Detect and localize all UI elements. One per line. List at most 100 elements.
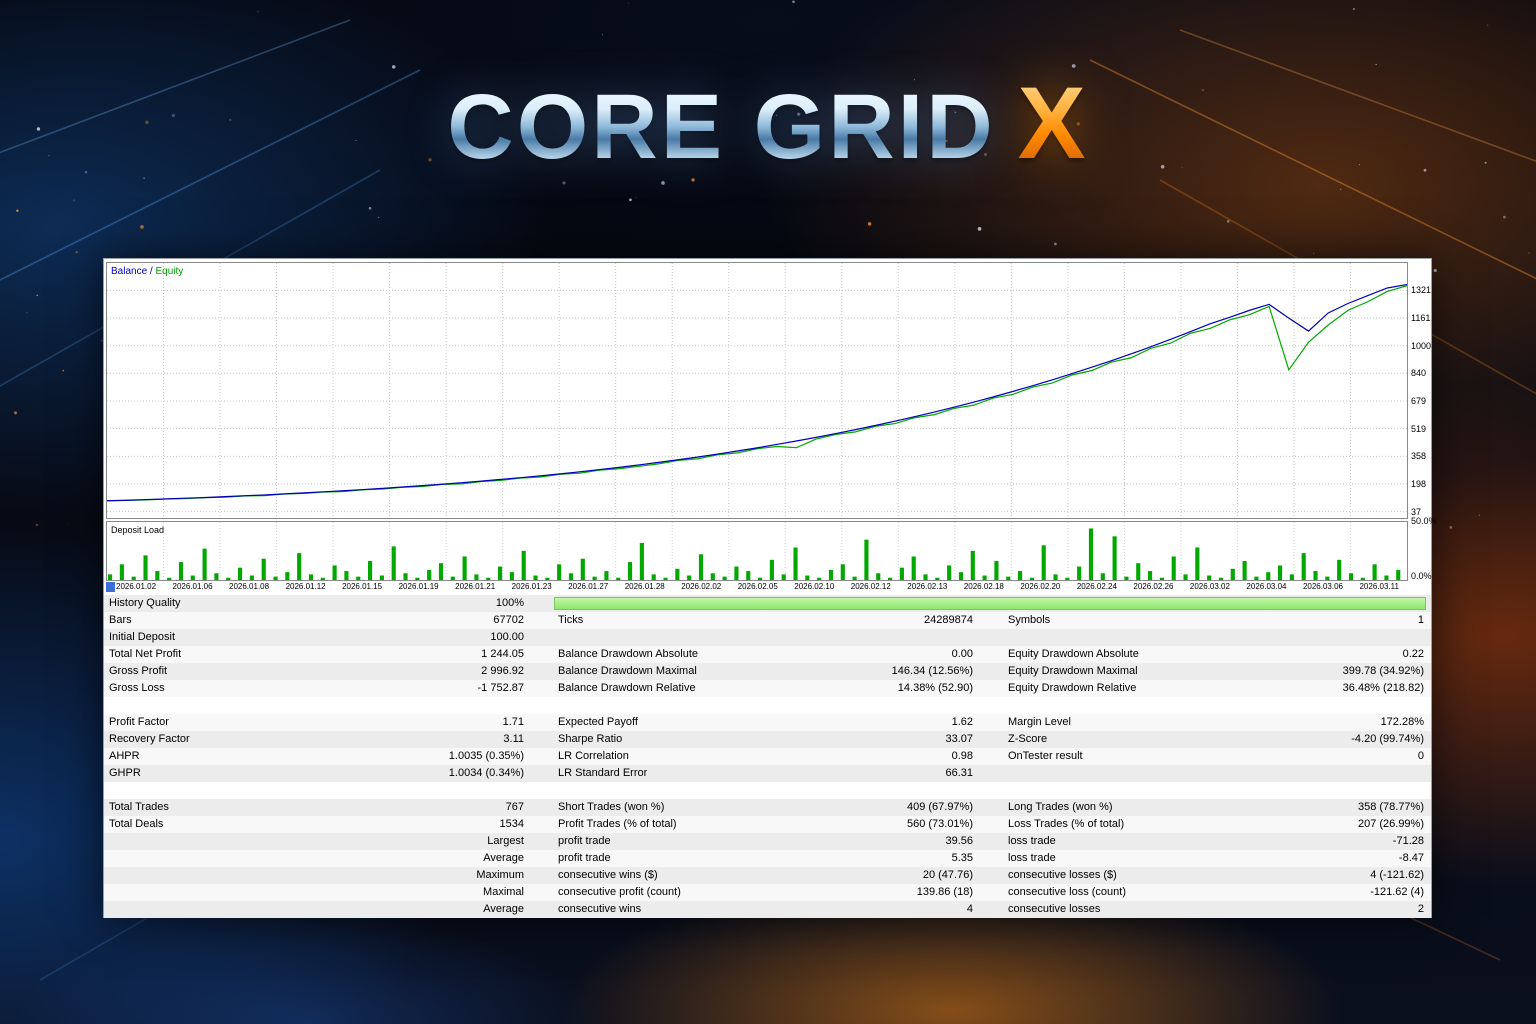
deposit-load-bar bbox=[1313, 571, 1318, 580]
deposit-load-bar bbox=[131, 576, 136, 580]
stat-label: Z-Score bbox=[1008, 733, 1048, 745]
deposit-load-bar bbox=[474, 574, 479, 580]
deposit-load-bar bbox=[580, 558, 585, 580]
stat-value: 399.78 (34.92%) bbox=[1342, 665, 1424, 677]
stat-label: loss trade bbox=[1008, 835, 1056, 847]
deposit-load-bar bbox=[368, 560, 373, 580]
deposit-load-bar bbox=[1088, 528, 1094, 580]
stat-label: Equity Drawdown Maximal bbox=[1008, 665, 1138, 677]
x-axis-tick: 2026.03.02 bbox=[1189, 582, 1230, 591]
deposit-load-bar bbox=[155, 571, 160, 580]
table-row: GHPR 1.0034 (0.34%) LR Standard Error 66.31 bbox=[104, 765, 1431, 782]
title-core-grid: CORE GRID bbox=[447, 76, 996, 178]
stat-value: 100.00 bbox=[490, 631, 524, 643]
y-axis-tick: 1161 bbox=[1411, 312, 1431, 323]
stat-label: LR Correlation bbox=[558, 750, 629, 762]
deposit-load-bar bbox=[828, 569, 834, 580]
stat-label: Expected Payoff bbox=[558, 716, 638, 728]
table-row: Gross Profit 2 996.92 Balance Drawdown Max… bbox=[104, 663, 1431, 680]
deposit-load-bar bbox=[226, 577, 231, 580]
legend-balance: Balance bbox=[111, 266, 148, 277]
deposit-load-bar bbox=[403, 573, 408, 580]
deposit-load-bar bbox=[379, 575, 384, 580]
stat-value: Average bbox=[483, 903, 524, 915]
table-row: AHPR 1.0035 (0.35%) LR Correlation 0.98 OnTe… bbox=[104, 748, 1431, 765]
table-row: Maximal consecutive profit (count) 139.86 … bbox=[104, 884, 1431, 901]
deposit-load-bar bbox=[911, 556, 916, 580]
stat-value: 0.22 bbox=[1402, 648, 1424, 660]
deposit-load-bar bbox=[344, 571, 349, 580]
deposit-load-bar bbox=[1337, 559, 1342, 580]
stat-value: -71.28 bbox=[1392, 835, 1424, 847]
stat-label: consecutive losses bbox=[1008, 903, 1101, 915]
stat-value: 1 bbox=[1417, 614, 1424, 626]
stat-value: 24289874 bbox=[924, 614, 973, 626]
deposit-load-bar bbox=[710, 573, 715, 580]
stat-value: 1.0035 (0.35%) bbox=[448, 750, 524, 762]
x-axis-tick: 2026.02.05 bbox=[737, 582, 778, 591]
deposit-load-bar bbox=[238, 567, 243, 580]
stat-value: 560 (73.01%) bbox=[906, 818, 973, 830]
deposit-load-bar bbox=[498, 566, 503, 580]
deposit-load-bar bbox=[734, 566, 739, 580]
deposit-load-bar bbox=[805, 575, 810, 580]
deposit-load-bar bbox=[663, 577, 668, 580]
stat-label: GHPR bbox=[109, 767, 141, 779]
stat-value: 20 (47.76) bbox=[922, 869, 973, 881]
deposit-load-bar bbox=[273, 576, 278, 580]
deposit-load-bar bbox=[1230, 568, 1235, 580]
deposit-load-bar bbox=[1077, 566, 1082, 580]
deposit-load-bar bbox=[190, 575, 195, 580]
stat-label: Recovery Factor bbox=[109, 733, 190, 745]
title-x: X bbox=[1017, 66, 1089, 180]
table-row: Total Deals 1534 Profit Trades (% of total… bbox=[104, 816, 1431, 833]
deposit-load-bar bbox=[864, 539, 869, 580]
stat-label: AHPR bbox=[109, 750, 140, 762]
stat-value: 146.34 (12.56%) bbox=[891, 665, 973, 677]
x-axis-tick: 2026.01.27 bbox=[568, 582, 609, 591]
y-axis-tick: 519 bbox=[1411, 423, 1427, 434]
deposit-load-bar bbox=[1266, 572, 1271, 580]
stat-label: Profit Factor bbox=[109, 716, 169, 728]
chart-legend: Balance / Equity bbox=[111, 266, 183, 277]
deposit-load-bar bbox=[249, 575, 254, 580]
deposit-load-bar bbox=[356, 576, 361, 580]
deposit-load-bar bbox=[1065, 577, 1070, 580]
y-axis-tick: 37 bbox=[1411, 506, 1422, 517]
deposit-load-bar bbox=[722, 576, 727, 580]
stat-value: 0 bbox=[1417, 750, 1424, 762]
deposit-load-bar bbox=[1112, 536, 1117, 580]
deposit-load-bar bbox=[1384, 575, 1389, 580]
x-axis-tick: 2026.02.10 bbox=[794, 582, 835, 591]
stat-value: 409 (67.97%) bbox=[906, 801, 973, 813]
deposit-load-bar bbox=[557, 564, 562, 580]
stat-label: Ticks bbox=[558, 614, 584, 626]
x-axis-tick: 2026.02.02 bbox=[681, 582, 722, 591]
stat-label: Balance Drawdown Relative bbox=[558, 682, 696, 694]
stat-label: Symbols bbox=[1008, 614, 1051, 626]
x-axis-tick: 2026.01.12 bbox=[285, 582, 326, 591]
deposit-load-bar bbox=[119, 564, 124, 580]
table-row: Profit Factor 1.71 Expected Payoff 1.62 Marg… bbox=[104, 714, 1431, 731]
deposit-load-bar bbox=[888, 577, 893, 580]
balance-line bbox=[107, 283, 1407, 502]
deposit-load-bar bbox=[297, 553, 302, 580]
stat-label: OnTester result bbox=[1008, 750, 1083, 762]
x-axis-tick: 2026.01.15 bbox=[342, 582, 383, 591]
stat-label: Short Trades (won %) bbox=[558, 801, 665, 813]
statistics-table: History Quality 100% Bars 67702 Ticks 2428987… bbox=[104, 595, 1431, 918]
deposit-load-bar bbox=[1242, 560, 1247, 580]
deposit-load-bar bbox=[604, 571, 609, 580]
deposit-load-bar bbox=[285, 572, 290, 580]
deposit-load-bar bbox=[616, 577, 621, 580]
stat-value: Maximal bbox=[483, 886, 524, 898]
deposit-load-bar bbox=[261, 558, 266, 580]
stat-label: loss trade bbox=[1008, 852, 1056, 864]
x-axis-tick: 2026.02.13 bbox=[907, 582, 948, 591]
deposit-load-bar bbox=[1218, 577, 1224, 580]
stat-value: 39.56 bbox=[945, 835, 973, 847]
deposit-load-bar bbox=[214, 573, 219, 580]
stat-label: Total Trades bbox=[109, 801, 169, 813]
stat-value: 0.00 bbox=[951, 648, 973, 660]
deposit-load-bar bbox=[1053, 574, 1058, 580]
